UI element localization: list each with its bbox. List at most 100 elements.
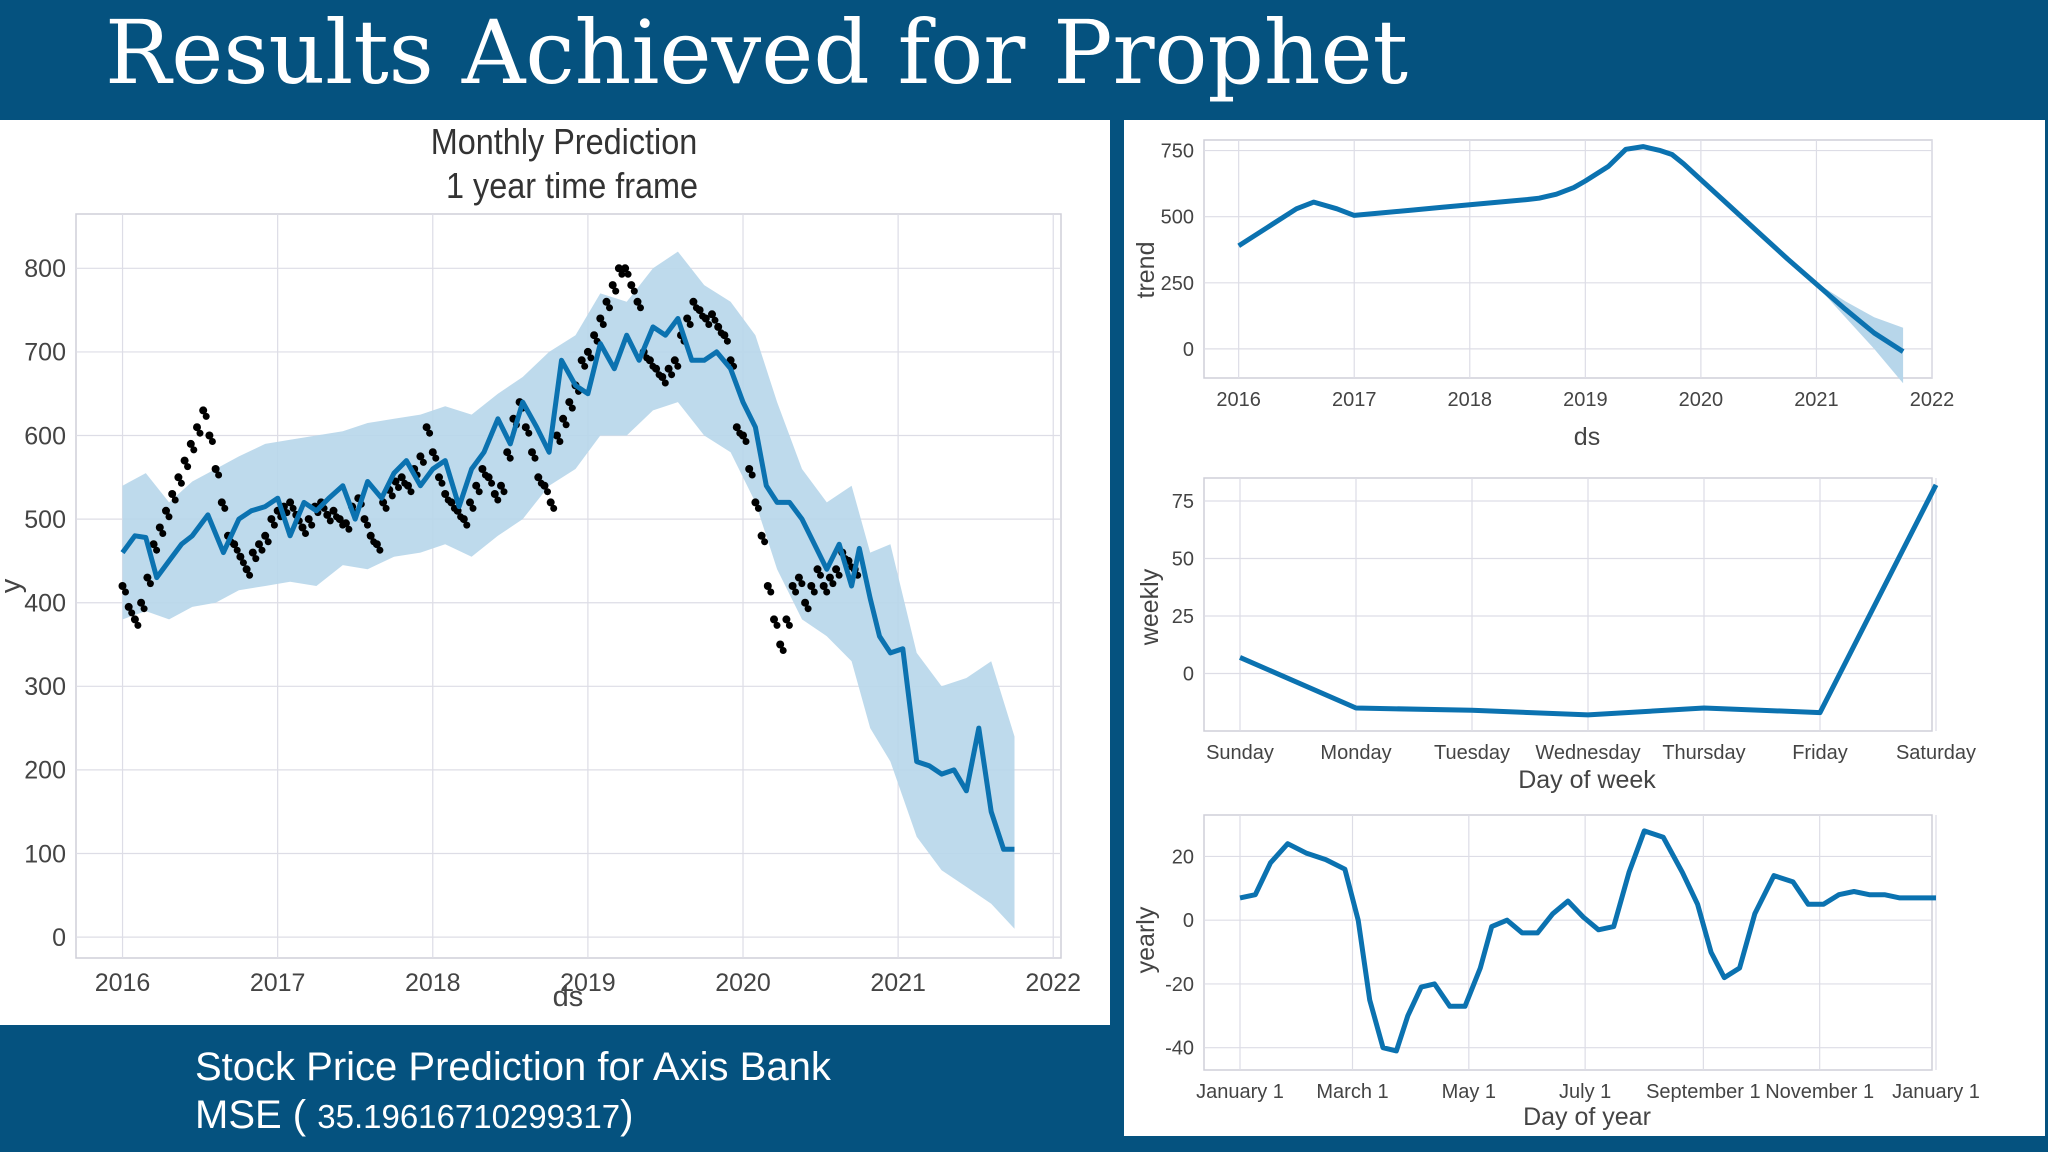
actual-point <box>199 406 208 415</box>
weekly-xtick-label: Tuesday <box>1434 742 1510 764</box>
trend-xtick-label: 2021 <box>1794 389 1839 411</box>
actual-point <box>202 412 210 420</box>
actual-point <box>829 580 837 588</box>
actual-point <box>798 580 806 588</box>
forecast-xtick-label: 2018 <box>405 969 461 997</box>
actual-point <box>196 429 204 437</box>
forecast-panel: Monthly Prediction 1 year time frame 201… <box>0 120 1110 1025</box>
actual-point <box>341 519 350 528</box>
actual-point <box>645 356 654 365</box>
actual-point <box>134 621 142 629</box>
forecast-xtick-label: 2017 <box>250 969 306 997</box>
actual-point <box>546 498 555 507</box>
actual-point <box>776 640 785 649</box>
forecast-ytick-label: 700 <box>24 339 66 367</box>
weekly-xtick-label: Saturday <box>1896 742 1976 764</box>
trend-xtick-label: 2018 <box>1448 389 1493 411</box>
actual-point <box>140 605 148 613</box>
actual-point <box>606 304 613 312</box>
actual-point <box>810 588 818 596</box>
mse-value: 35.19616710299317 <box>317 1098 621 1135</box>
components-panel: 2016 2017 2018 2019 2020 2021 2022 0 250 500 750 ds… <box>1124 120 2045 1136</box>
actual-point <box>248 548 257 557</box>
forecast-ytick-label: 300 <box>24 673 66 701</box>
actual-point <box>267 515 276 524</box>
uncertainty-band <box>122 251 1015 929</box>
yearly-ytick-label: 20 <box>1172 846 1194 868</box>
actual-point <box>668 371 676 379</box>
actual-point <box>335 515 344 524</box>
actual-point <box>329 506 338 515</box>
actual-point <box>683 314 692 323</box>
slide-title: Results Achieved for Prophet <box>105 1 1408 104</box>
actual-point <box>602 297 611 306</box>
actual-point <box>819 582 828 590</box>
actual-point <box>552 431 561 440</box>
actual-point <box>407 488 415 496</box>
actual-point <box>807 582 816 590</box>
trend-line <box>1237 144 1905 354</box>
actual-point <box>748 471 756 479</box>
actual-point <box>792 588 800 596</box>
actual-point <box>637 304 644 312</box>
trend-xlabel: ds <box>1574 423 1600 451</box>
actual-point <box>364 521 371 529</box>
weekly-ytick-label: 0 <box>1183 664 1194 686</box>
actual-point <box>708 310 716 319</box>
actual-point <box>624 270 632 278</box>
yearly-ytick-label: -20 <box>1165 974 1194 996</box>
actual-point <box>447 498 456 507</box>
caption: Stock Price Prediction for Axis Bank MSE… <box>195 1043 831 1141</box>
weekly-xlabel: Day of week <box>1518 766 1656 794</box>
trend-ylabel: trend <box>1132 242 1160 299</box>
actual-point <box>490 490 499 498</box>
trend-xtick-label: 2019 <box>1563 389 1608 411</box>
actual-point <box>745 465 754 473</box>
forecast-ytick-label: 600 <box>24 422 66 450</box>
actual-point <box>531 454 539 462</box>
actual-point <box>246 571 254 579</box>
actual-point <box>726 356 735 365</box>
actual-point <box>236 552 245 561</box>
yearly-xtick-label: November 1 <box>1765 1081 1874 1103</box>
actual-point <box>720 331 729 340</box>
actual-point <box>556 438 564 445</box>
actual-point <box>426 429 434 437</box>
actual-point <box>497 481 505 490</box>
trend-ytick-label: 0 <box>1183 339 1194 361</box>
actual-point <box>165 513 173 521</box>
forecast-xtick-label: 2021 <box>870 969 926 997</box>
actual-point <box>298 523 307 532</box>
actual-point <box>621 264 630 273</box>
caption-title: Stock Price Prediction for Axis Bank <box>195 1045 831 1089</box>
actual-point <box>122 588 129 596</box>
forecast-ytick-label: 500 <box>24 506 66 534</box>
actual-point <box>171 496 179 504</box>
actual-point <box>177 479 185 487</box>
actual-point <box>714 322 723 331</box>
yearly-ylabel: yearly <box>1132 906 1160 973</box>
actual-point <box>432 454 440 462</box>
actual-point <box>128 609 136 617</box>
actual-point <box>559 414 568 423</box>
actual-point <box>252 555 260 563</box>
yearly-ytick-label: 0 <box>1183 910 1194 932</box>
actual-point <box>521 423 530 432</box>
actual-point <box>779 647 787 654</box>
actual-point <box>599 321 607 328</box>
actual-point <box>215 471 223 479</box>
actual-point <box>484 473 493 482</box>
actual-point <box>494 496 502 504</box>
actual-point <box>583 347 592 356</box>
actual-point <box>428 448 437 457</box>
actual-point <box>323 510 332 519</box>
actual-point <box>304 515 313 524</box>
actual-point <box>475 488 483 496</box>
forecast-title-line1: Monthly Prediction <box>431 122 697 162</box>
actual-point <box>757 531 766 540</box>
actual-point <box>149 540 158 549</box>
yearly-xtick-label: January 1 <box>1196 1081 1284 1103</box>
caption-mse: MSE ( 35.19616710299317) <box>195 1091 831 1141</box>
actual-point <box>742 438 750 445</box>
actual-point <box>705 321 713 328</box>
